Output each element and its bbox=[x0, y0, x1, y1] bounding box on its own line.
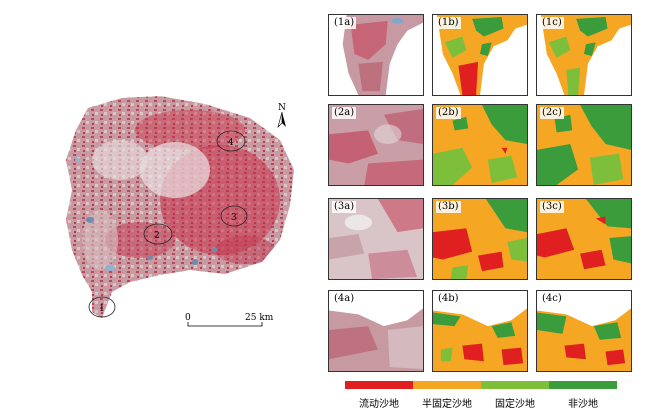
site-circle-4 bbox=[216, 130, 246, 152]
panel-label: (1a) bbox=[332, 17, 357, 29]
panel-label: (4c) bbox=[540, 293, 564, 305]
site-label-4: 4 bbox=[228, 138, 234, 148]
panel-label: (4b) bbox=[436, 293, 461, 305]
site-circle-2 bbox=[143, 223, 173, 245]
panel-label: (1b) bbox=[436, 17, 461, 29]
legend-label-semi-fixed-sand: 半固定沙地 bbox=[422, 399, 472, 410]
panel-label: (2b) bbox=[436, 107, 461, 119]
panel-label: (3c) bbox=[540, 201, 564, 213]
site-circle-1 bbox=[88, 296, 116, 318]
panel-4a: (4a) bbox=[328, 290, 424, 372]
panel-label: (2a) bbox=[332, 107, 357, 119]
site-circles bbox=[88, 130, 248, 318]
map-region bbox=[66, 96, 294, 318]
legend-color-bar bbox=[345, 381, 617, 389]
panel-label: (3b) bbox=[436, 201, 461, 213]
panel-4c: (4c) bbox=[536, 290, 632, 372]
panel-label: (4a) bbox=[332, 293, 357, 305]
satellite-overview-map: 1 2 3 4 N 0 25 km bbox=[66, 96, 294, 327]
panel-label: (2c) bbox=[540, 107, 564, 119]
site-label-3: 3 bbox=[231, 213, 237, 223]
panel-label: (3a) bbox=[332, 201, 357, 213]
north-arrow-icon: N bbox=[277, 103, 286, 129]
site-circle-3 bbox=[220, 205, 248, 227]
panel-3c: (3c) bbox=[536, 198, 632, 280]
scale-end-label: 25 km bbox=[245, 313, 274, 323]
legend-swatch-semi-fixed-sand bbox=[413, 381, 481, 389]
panel-1b: (1b) bbox=[432, 14, 528, 96]
panel-2c: (2c) bbox=[536, 104, 632, 186]
north-label: N bbox=[278, 103, 286, 113]
panel-4b: (4b) bbox=[432, 290, 528, 372]
legend-swatch-mobile-sand bbox=[345, 381, 413, 389]
legend-swatch-non-sand bbox=[549, 381, 617, 389]
panel-3a: (3a) bbox=[328, 198, 424, 280]
panel-1a: (1a) bbox=[328, 14, 424, 96]
legend-label-mobile-sand: 流动沙地 bbox=[359, 399, 399, 410]
panel-3b: (3b) bbox=[432, 198, 528, 280]
panel-1c: (1c) bbox=[536, 14, 632, 96]
site-label-2: 2 bbox=[154, 231, 160, 241]
legend-label-non-sand: 非沙地 bbox=[568, 399, 598, 410]
scale-start-label: 0 bbox=[185, 313, 191, 323]
panel-2a: (2a) bbox=[328, 104, 424, 186]
scale-bar: 0 25 km bbox=[185, 313, 274, 327]
panel-label: (1c) bbox=[540, 17, 564, 29]
panel-2b: (2b) bbox=[432, 104, 528, 186]
legend: 流动沙地 半固定沙地 固定沙地 非沙地 bbox=[345, 381, 617, 410]
legend-swatch-fixed-sand bbox=[481, 381, 549, 389]
site-label-1: 1 bbox=[99, 304, 105, 314]
legend-label-fixed-sand: 固定沙地 bbox=[495, 399, 535, 410]
